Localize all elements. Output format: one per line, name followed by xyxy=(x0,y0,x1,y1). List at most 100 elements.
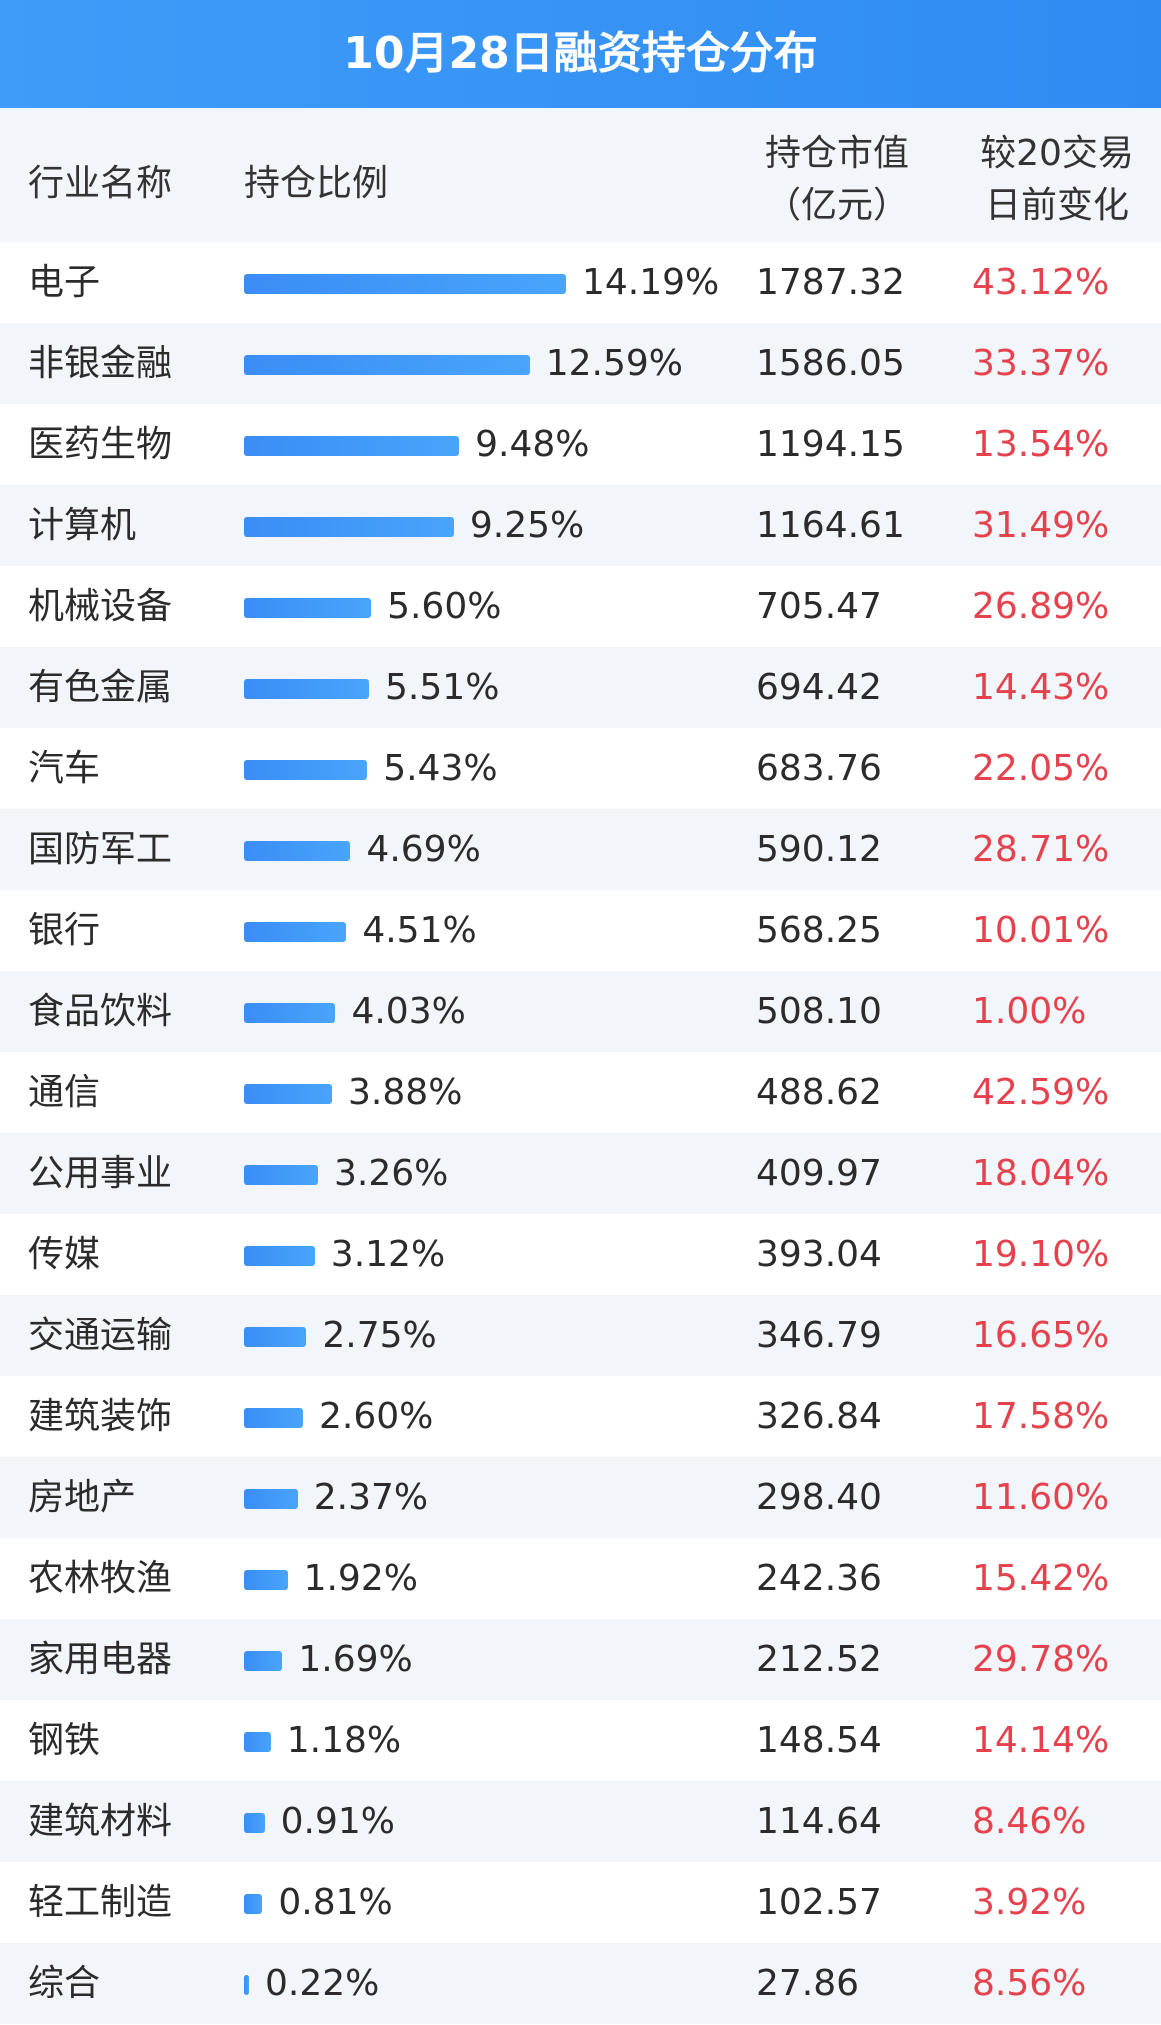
ratio-label: 5.43% xyxy=(383,748,498,789)
table-row: 公用事业 3.26% 409.97 18.04% xyxy=(0,1133,1161,1214)
ratio-bar xyxy=(244,1570,288,1590)
market-value: 27.86 xyxy=(756,1963,860,2004)
ratio-label: 4.51% xyxy=(362,910,477,951)
header-change: 较20交易 日前变化 xyxy=(962,128,1152,232)
table-row: 交通运输 2.75% 346.79 16.65% xyxy=(0,1295,1161,1376)
chart-title: 10月28日融资持仓分布 xyxy=(0,0,1161,108)
industry-name: 农林牧渔 xyxy=(28,1558,173,1599)
ratio-label: 3.88% xyxy=(348,1072,463,1113)
market-value: 694.42 xyxy=(756,667,882,708)
table-row: 家用电器 1.69% 212.52 29.78% xyxy=(0,1619,1161,1700)
table-row: 电子 14.19% 1787.32 43.12% xyxy=(0,242,1161,323)
market-value: 508.10 xyxy=(756,991,882,1032)
industry-name: 银行 xyxy=(28,910,101,951)
ratio-label: 9.25% xyxy=(469,505,585,546)
ratio-label: 3.26% xyxy=(333,1153,449,1194)
change-value: 14.43% xyxy=(972,667,1110,708)
market-value: 568.25 xyxy=(756,910,882,951)
header-change-line2: 日前变化 xyxy=(984,185,1129,226)
industry-name: 公用事业 xyxy=(28,1153,173,1194)
ratio-label: 9.48% xyxy=(475,424,590,465)
industry-name: 房地产 xyxy=(28,1477,137,1518)
industry-name: 食品饮料 xyxy=(28,991,173,1032)
ratio-label: 1.69% xyxy=(298,1639,413,1680)
table-row: 有色金属 5.51% 694.42 14.43% xyxy=(0,647,1161,728)
ratio-bar xyxy=(244,517,454,537)
ratio-label: 1.18% xyxy=(286,1720,402,1761)
ratio-bar xyxy=(244,274,566,294)
ratio-bar xyxy=(244,1489,298,1509)
change-value: 22.05% xyxy=(972,748,1110,789)
ratio-bar xyxy=(244,1327,307,1347)
ratio-bar xyxy=(244,1651,283,1671)
header-ratio: 持仓比例 xyxy=(244,163,389,204)
industry-name: 综合 xyxy=(28,1963,101,2004)
industry-name: 机械设备 xyxy=(28,586,173,627)
ratio-label: 2.75% xyxy=(322,1315,437,1356)
ratio-label: 0.91% xyxy=(280,1801,396,1842)
table-row: 房地产 2.37% 298.40 11.60% xyxy=(0,1457,1161,1538)
industry-name: 建筑材料 xyxy=(28,1801,173,1842)
change-value: 3.92% xyxy=(972,1882,1087,1923)
industry-name: 建筑装饰 xyxy=(28,1396,173,1437)
ratio-label: 5.51% xyxy=(385,667,500,708)
industry-name: 医药生物 xyxy=(28,424,173,465)
table-row: 通信 3.88% 488.62 42.59% xyxy=(0,1052,1161,1133)
header-value-line1: 持仓市值 xyxy=(764,133,909,174)
header-industry: 行业名称 xyxy=(28,163,173,204)
table-row: 汽车 5.43% 683.76 22.05% xyxy=(0,728,1161,809)
market-value: 393.04 xyxy=(756,1234,882,1275)
header-change-line1: 较20交易 xyxy=(980,133,1134,174)
market-value: 1164.61 xyxy=(756,505,905,546)
market-value: 298.40 xyxy=(756,1477,882,1518)
ratio-label: 5.60% xyxy=(387,586,502,627)
table-row: 食品饮料 4.03% 508.10 1.00% xyxy=(0,971,1161,1052)
industry-name: 国防军工 xyxy=(28,829,173,870)
ratio-bar xyxy=(244,1408,303,1428)
change-value: 19.10% xyxy=(972,1234,1110,1275)
change-value: 29.78% xyxy=(972,1639,1110,1680)
ratio-label: 4.69% xyxy=(366,829,481,870)
table-body: 电子 14.19% 1787.32 43.12% 非银金融 12.59% 1586.05 33… xyxy=(0,242,1161,2024)
market-value: 705.47 xyxy=(756,586,882,627)
ratio-label: 0.22% xyxy=(265,1963,380,2004)
table-header: 行业名称 持仓比例 持仓市值 （亿元） 较20交易 日前变化 xyxy=(0,108,1161,242)
table-row: 机械设备 5.60% 705.47 26.89% xyxy=(0,566,1161,647)
industry-name: 传媒 xyxy=(28,1234,101,1275)
market-value: 326.84 xyxy=(756,1396,882,1437)
ratio-bar xyxy=(244,1732,271,1752)
change-value: 13.54% xyxy=(972,424,1110,465)
ratio-label: 3.12% xyxy=(330,1234,446,1275)
industry-name: 有色金属 xyxy=(28,667,173,708)
table-row: 钢铁 1.18% 148.54 14.14% xyxy=(0,1700,1161,1781)
ratio-bar xyxy=(244,760,368,780)
table-row: 建筑材料 0.91% 114.64 8.46% xyxy=(0,1781,1161,1862)
ratio-label: 4.03% xyxy=(351,991,466,1032)
change-value: 17.58% xyxy=(972,1396,1110,1437)
table-row: 医药生物 9.48% 1194.15 13.54% xyxy=(0,404,1161,485)
change-value: 26.89% xyxy=(972,586,1110,627)
change-value: 8.56% xyxy=(972,1963,1087,2004)
ratio-bar xyxy=(244,841,351,861)
market-value: 590.12 xyxy=(756,829,882,870)
ratio-bar xyxy=(244,1084,333,1104)
change-value: 15.42% xyxy=(972,1558,1110,1599)
industry-name: 非银金融 xyxy=(28,343,173,384)
market-value: 1787.32 xyxy=(756,262,905,303)
change-value: 8.46% xyxy=(972,1801,1087,1842)
change-value: 18.04% xyxy=(972,1153,1110,1194)
market-value: 683.76 xyxy=(756,748,882,789)
change-value: 1.00% xyxy=(972,991,1087,1032)
market-value: 148.54 xyxy=(756,1720,882,1761)
header-value: 持仓市值 （亿元） xyxy=(752,128,922,232)
change-value: 31.49% xyxy=(972,505,1110,546)
industry-name: 计算机 xyxy=(28,505,137,546)
ratio-bar xyxy=(244,679,370,699)
change-value: 33.37% xyxy=(972,343,1110,384)
table-row: 农林牧渔 1.92% 242.36 15.42% xyxy=(0,1538,1161,1619)
ratio-bar xyxy=(244,922,347,942)
table-row: 非银金融 12.59% 1586.05 33.37% xyxy=(0,323,1161,404)
change-value: 28.71% xyxy=(972,829,1110,870)
ratio-bar xyxy=(244,436,460,456)
change-value: 43.12% xyxy=(972,262,1110,303)
